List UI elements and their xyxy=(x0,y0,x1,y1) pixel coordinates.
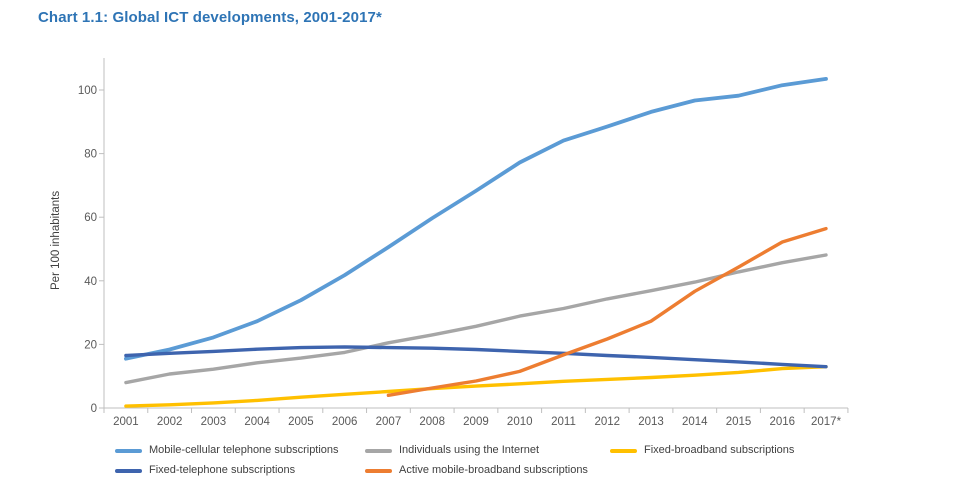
legend-marker-fixed-broadband xyxy=(610,448,637,453)
x-tick-label: 2005 xyxy=(288,416,314,428)
series-line-individuals-using-the-internet xyxy=(124,253,828,385)
x-tick-label: 2004 xyxy=(244,416,270,428)
legend-item-mobile-cellular: Mobile-cellular telephone subscriptions xyxy=(115,444,339,457)
x-tick-label: 2003 xyxy=(201,416,227,428)
legend-item-active-mobile-broadband: Active mobile-broadband subscriptions xyxy=(365,464,588,477)
series-line-fixed-broadband-subscriptions xyxy=(124,365,828,408)
series-line-fixed-telephone-subscriptions xyxy=(124,345,828,369)
x-tick-label: 2013 xyxy=(638,416,664,428)
y-tick-label: 40 xyxy=(84,276,97,288)
legend-label-mobile-cellular: Mobile-cellular telephone subscriptions xyxy=(149,444,339,456)
chart-title: Chart 1.1: Global ICT developments, 2001… xyxy=(38,9,382,26)
y-tick-label: 20 xyxy=(84,339,97,351)
y-tick-label: 60 xyxy=(84,212,97,224)
axis-lines xyxy=(103,58,848,409)
legend-label-internet-users: Individuals using the Internet xyxy=(399,444,540,456)
legend-marker-active-mobile-broadband xyxy=(365,468,392,473)
x-tick-label: 2008 xyxy=(419,416,445,428)
x-tick-label: 2007 xyxy=(376,416,402,428)
legend-item-fixed-broadband: Fixed-broadband subscriptions xyxy=(610,444,794,457)
x-tick-label: 2015 xyxy=(726,416,752,428)
x-tick-label: 2010 xyxy=(507,416,533,428)
x-tick-label: 2009 xyxy=(463,416,489,428)
legend-marker-fixed-telephone xyxy=(115,468,142,473)
y-tick-label: 0 xyxy=(91,403,97,415)
x-tick-label: 2011 xyxy=(551,416,576,428)
x-tick-label: 2016 xyxy=(769,416,795,428)
x-tick-label: 2014 xyxy=(682,416,708,428)
legend-item-fixed-telephone: Fixed-telephone subscriptions xyxy=(115,464,295,477)
legend-marker-mobile-cellular xyxy=(115,448,142,453)
x-tick-label: 2012 xyxy=(594,416,620,428)
legend-label-active-mobile-broadband: Active mobile-broadband subscriptions xyxy=(399,464,588,476)
legend-label-fixed-telephone: Fixed-telephone subscriptions xyxy=(149,464,296,476)
legend-label-fixed-broadband: Fixed-broadband subscriptions xyxy=(644,444,795,456)
series-line-active-mobile-broadband-subscriptions xyxy=(386,226,828,397)
x-tick-label: 2017* xyxy=(811,416,842,428)
legend-marker-internet-users xyxy=(365,448,392,453)
y-tick-label: 80 xyxy=(84,149,97,161)
x-tick-label: 2001 xyxy=(113,416,139,428)
x-tick-label: 2006 xyxy=(332,416,358,428)
series-line-mobile-cellular-telephone-subscriptions xyxy=(124,77,828,361)
y-tick-label: 100 xyxy=(78,85,97,97)
legend-item-internet-users: Individuals using the Internet xyxy=(365,444,539,457)
x-tick-label: 2002 xyxy=(157,416,183,428)
